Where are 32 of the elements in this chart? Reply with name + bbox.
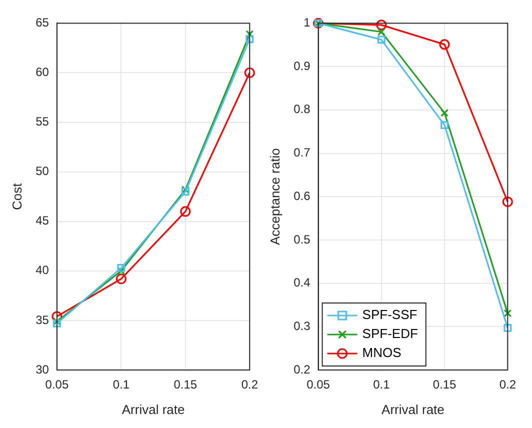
x-tick-label: 0.05	[306, 378, 330, 392]
y-tick-label: 0.7	[294, 146, 311, 160]
y-tick-label: 50	[36, 164, 50, 178]
y-tick-label: 0.8	[294, 102, 311, 116]
legend-label: SPF-SSF	[362, 307, 418, 322]
legend-label: SPF-EDF	[362, 326, 418, 342]
y-tick-label: 40	[36, 263, 50, 278]
y-axis-title: Acceptance ratio	[267, 148, 282, 246]
y-tick-label: 55	[36, 114, 50, 129]
x-tick-label: 0.15	[432, 378, 457, 392]
x-axis-title: Arrival rate	[382, 402, 444, 417]
x-tick-label: 0.1	[373, 378, 390, 392]
y-axis-title: Cost	[9, 182, 24, 210]
x-axis-title: Arrival rate	[122, 402, 185, 417]
y-tick-label: 35	[36, 312, 50, 327]
y-tick-label: 0.2	[294, 362, 311, 376]
y-tick-label: 1	[304, 16, 311, 30]
y-tick-label: 0.4	[294, 276, 311, 290]
y-tick-label: 60	[36, 65, 50, 80]
y-tick-label: 0.6	[294, 188, 311, 203]
x-tick-label: 0.05	[45, 378, 69, 392]
x-tick-label: 0.1	[112, 378, 130, 392]
y-tick-label: 0.3	[294, 318, 311, 333]
x-tick-label: 0.2	[241, 378, 258, 392]
x-tick-label: 0.15	[174, 378, 198, 392]
y-tick-label: 30	[36, 362, 50, 376]
y-tick-label: 0.9	[294, 58, 311, 73]
y-tick-label: 45	[36, 214, 50, 228]
x-tick-label: 0.2	[499, 378, 516, 392]
y-tick-label: 65	[36, 16, 50, 30]
y-tick-label: 0.5	[294, 232, 311, 246]
legend-label: MNOS	[362, 345, 402, 360]
